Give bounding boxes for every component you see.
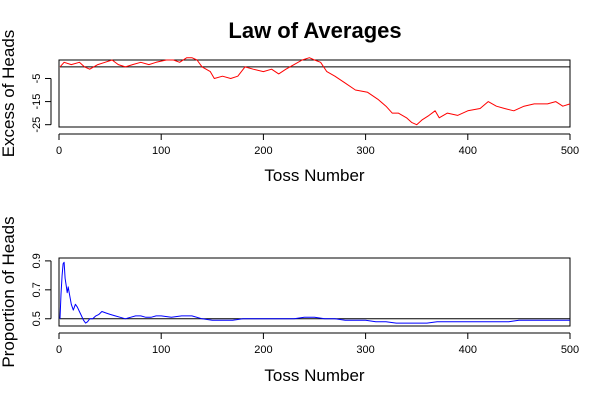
x-tick-label: 400 — [459, 145, 477, 157]
plot-frame — [58, 59, 571, 128]
y-axis-title: Proportion of Heads — [0, 216, 18, 367]
y-tick-label: 0.9 — [31, 253, 43, 268]
series-line-0 — [59, 57, 571, 126]
y-tick-label: -5 — [31, 74, 43, 84]
x-axis-title: Toss Number — [264, 166, 364, 185]
x-tick-label: 500 — [561, 145, 579, 157]
x-tick-label: 400 — [459, 344, 477, 356]
x-tick-label: 300 — [356, 344, 374, 356]
x-tick-label: 0 — [56, 145, 62, 157]
y-tick-label: 0.5 — [31, 311, 43, 326]
plot-frame — [58, 257, 571, 327]
x-tick-label: 200 — [254, 344, 272, 356]
x-tick-label: 0 — [56, 344, 62, 356]
x-tick-label: 100 — [152, 145, 170, 157]
y-axis-title: Excess of Heads — [0, 30, 18, 158]
series-line-0 — [59, 261, 570, 324]
x-tick-label: 500 — [561, 344, 579, 356]
x-tick-label: 100 — [152, 344, 170, 356]
y-tick-label: -25 — [31, 117, 43, 133]
figure-title: Law of Averages — [228, 18, 401, 43]
x-axis-title: Toss Number — [264, 366, 364, 385]
x-tick-label: 300 — [356, 145, 374, 157]
panel-proportion-of-heads: 0 100 200 300 400 500 0.5 0.7 0.9 Toss Number Prop… — [0, 216, 579, 385]
x-tick-label: 200 — [254, 145, 272, 157]
panel-excess-of-heads: 0 100 200 300 400 500 -5 -15 -25 Toss Number Exces… — [0, 30, 579, 185]
y-tick-label: -15 — [31, 94, 43, 110]
y-tick-label: 0.7 — [31, 282, 43, 297]
